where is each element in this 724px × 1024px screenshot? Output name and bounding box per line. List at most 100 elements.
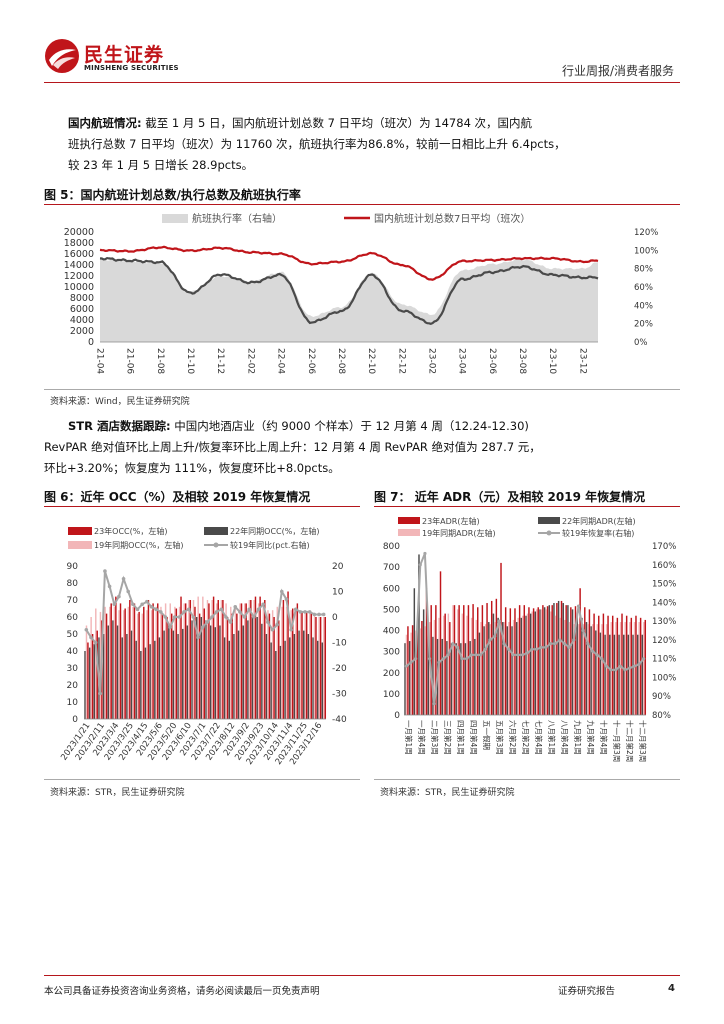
fig7-bar-adr23	[602, 613, 605, 715]
fig7-recov-point	[572, 638, 576, 642]
fig7-bar-adr23	[486, 603, 488, 715]
fig7-bar-adr22	[632, 634, 634, 715]
fig7-bar-adr19	[410, 632, 412, 715]
fig7-bar-adr22	[460, 643, 462, 715]
fig6-y2-tick: -20	[332, 664, 347, 674]
fig6-bar-occ22	[316, 640, 319, 719]
fig6-bar-occ22	[209, 625, 212, 719]
fig6-diff-point	[214, 610, 219, 614]
fig6-legend-swatch-occ23	[68, 527, 92, 535]
fig7-bar-adr23	[528, 607, 530, 715]
fig6-legend-label-diff: 较19年同比(pct.右轴)	[230, 540, 310, 550]
fig7-x-tick: 九月第4周	[586, 720, 596, 755]
fig7-bar-adr19	[456, 609, 459, 715]
fig7-y-tick: 200	[383, 669, 400, 679]
fig6-diff-point	[135, 607, 140, 612]
fig6-bar-occ22	[228, 640, 231, 719]
fig6-bar-occ22	[88, 647, 91, 719]
fig5-y2-tick: 60%	[634, 283, 653, 293]
fig5-legend-label-rate: 航班执行率（右轴）	[192, 212, 282, 225]
fig7-recov-point	[539, 645, 543, 649]
fig7-bar-adr22	[525, 615, 527, 715]
fig7-bar-adr19	[536, 609, 538, 715]
fig6-diff-point	[279, 589, 284, 594]
fig6-diff-point	[317, 612, 321, 617]
fig6-bar-occ23	[91, 634, 94, 719]
fig7-x-tick: 八月第4周	[560, 720, 570, 755]
fig7-bar-adr19	[587, 624, 589, 715]
fig6-diff-point	[163, 615, 168, 619]
fig6-bar-occ19	[174, 606, 176, 719]
fig7-recov-point	[604, 664, 609, 668]
fig5-x-tick: 23-12	[577, 348, 587, 374]
fig7-bar-adr19	[573, 624, 575, 715]
fig7-bar-adr22	[576, 613, 578, 715]
fig7-y-tick: 100	[383, 690, 400, 700]
fig6-bar-occ23	[194, 606, 196, 719]
fig7-recov-point	[521, 653, 525, 657]
fig7-recov-point	[525, 651, 529, 655]
fig6-bar-occ22	[177, 634, 179, 719]
fig6-bar-occ23	[87, 642, 89, 719]
fig6-bar-occ23	[217, 600, 219, 719]
fig6-y-tick: 70	[67, 596, 79, 606]
fig5-x-tick: 23-06	[487, 348, 497, 374]
fig6-bar-occ22	[205, 620, 207, 719]
fig6-bar-occ22	[200, 617, 203, 719]
fig7-recov-point	[474, 653, 478, 657]
fig6-diff-point	[98, 691, 103, 696]
fig6-bar-occ22	[112, 620, 114, 719]
fig6-bar-occ23	[129, 600, 131, 719]
fig6-diff-point	[158, 610, 163, 614]
fig6-diff-point	[298, 610, 303, 614]
fig7-recov-point	[469, 653, 474, 657]
fig6-bar-occ19	[230, 606, 232, 719]
fig6-bar-occ19	[188, 600, 190, 719]
fig6-bar-occ19	[211, 600, 213, 719]
fig7-x-tick: 四月第1周	[456, 720, 466, 755]
fig6-bar-occ19	[295, 610, 297, 719]
fig7-bar-adr19	[517, 617, 519, 715]
fig7-bar-adr19	[475, 619, 478, 715]
fig6-bar-occ22	[247, 620, 249, 719]
para2-line2: RevPAR 绝对值环比上周上升/恢复率环比上周上升：12 月第 4 周 Rev…	[44, 440, 541, 454]
fig7-bar-adr23	[439, 571, 442, 715]
fig7-bar-adr22	[432, 636, 434, 715]
fig5-y2-tick: 20%	[634, 320, 653, 330]
page-header: 民生证券 MINSHENG SECURITIES 行业周报/消费者服务	[0, 0, 724, 86]
fig6-bar-occ19	[225, 603, 227, 719]
fig7-bar-adr23	[607, 615, 609, 715]
fig7-recov-point	[493, 634, 497, 638]
fig7-bar-adr22	[483, 626, 485, 715]
fig7-bottom-rule	[374, 779, 680, 780]
fig6-y2-tick: -10	[332, 639, 347, 649]
fig6-diff-point	[303, 610, 307, 614]
fig6-bar-occ22	[223, 637, 226, 719]
fig7-recov-point	[576, 604, 581, 608]
fig6-diff-point	[210, 615, 214, 619]
fig7-bar-adr22	[520, 617, 523, 715]
fig7-bar-adr19	[480, 622, 482, 715]
fig7-y2-tick: 110%	[652, 655, 676, 665]
para1-line3: 较 23 年 1 月 5 日增长 28.9pcts。	[68, 158, 254, 172]
fig7-x-tick: 三月第2周	[443, 720, 453, 755]
fig7-bar-adr22	[548, 605, 551, 715]
fig7-bar-adr23	[463, 605, 465, 715]
fig6-bar-occ22	[163, 630, 165, 719]
fig7-bar-adr23	[477, 607, 479, 715]
fig7-y2-tick: 130%	[652, 617, 676, 627]
fig7-bar-adr19	[494, 622, 496, 715]
fig6-bar-occ22	[279, 645, 282, 719]
fig7-y2-tick: 150%	[652, 580, 676, 590]
fig7-bar-adr22	[529, 613, 532, 715]
fig7-recov-point	[614, 668, 618, 672]
fig7-bar-adr23	[644, 619, 647, 715]
fig7-bar-adr22	[534, 611, 537, 715]
fig7-recov-point	[427, 657, 432, 661]
fig7-y-tick: 600	[383, 584, 400, 594]
fig6-bar-occ22	[237, 630, 240, 719]
fig6-bar-occ19	[262, 606, 265, 719]
fig5-plan-line	[99, 245, 599, 281]
fig6-bar-occ19	[127, 606, 130, 719]
fig7-recov-point	[511, 653, 515, 657]
